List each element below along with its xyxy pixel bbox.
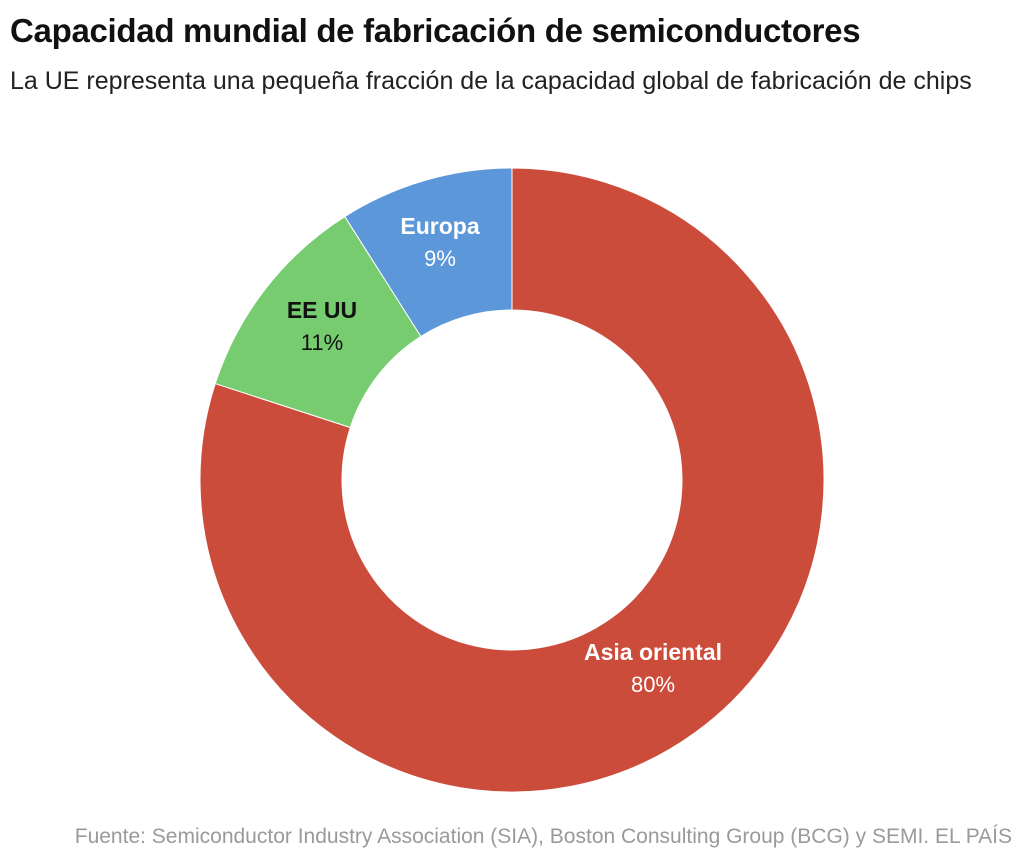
slice-label: Europa bbox=[400, 213, 479, 239]
slice-europa bbox=[344, 167, 513, 338]
donut-labels: Asia oriental 80% EE UU 11% Europa 9% bbox=[287, 213, 722, 697]
slice-value-label: 80% bbox=[631, 672, 675, 697]
chart-subtitle: La UE representa una pequeña fracción de… bbox=[10, 67, 972, 95]
source-note: Fuente: Semiconductor Industry Associati… bbox=[74, 825, 1012, 848]
slice-value-label: 11% bbox=[301, 330, 343, 355]
slice-asia-oriental bbox=[199, 167, 825, 793]
chart-title: Capacidad mundial de fabricación de semi… bbox=[10, 12, 861, 49]
donut-slices bbox=[199, 167, 825, 793]
slice-label: Asia oriental bbox=[584, 639, 722, 665]
slice-value-label: 9% bbox=[424, 246, 456, 271]
slice-label: EE UU bbox=[287, 297, 357, 323]
